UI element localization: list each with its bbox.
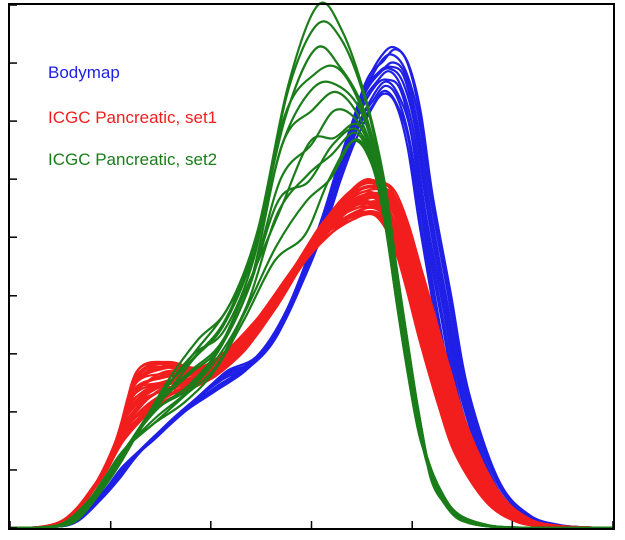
- bodymap-curve: [8, 80, 615, 530]
- axis-ticks: [9, 4, 614, 529]
- bodymap-curve: [8, 78, 615, 530]
- bodymap-curve: [8, 45, 615, 530]
- icgc-set2-curve: [8, 64, 615, 530]
- icgc-set2-curve: [8, 138, 615, 530]
- bodymap-curve: [8, 61, 615, 530]
- icgc-set2-curve: [8, 127, 615, 530]
- icgc-set2-curve: [8, 80, 615, 530]
- bodymap-curve: [8, 65, 615, 530]
- bodymap-curve: [8, 67, 615, 530]
- icgc-set2-curve: [8, 20, 615, 530]
- icgc-set1-curves: [8, 177, 615, 530]
- legend: Bodymap ICGC Pancreatic, set1 ICGC Pancr…: [48, 63, 217, 169]
- icgc-set2-curve: [8, 1, 615, 530]
- legend-entry-bodymap: Bodymap: [48, 63, 120, 82]
- legend-entry-icgc-set2: ICGC Pancreatic, set2: [48, 150, 217, 169]
- icgc-set2-curve: [8, 139, 615, 530]
- plot-frame: [8, 3, 615, 530]
- legend-entry-icgc-set1: ICGC Pancreatic, set1: [48, 108, 217, 127]
- icgc-set2-curve: [8, 122, 615, 530]
- icgc-set2-curves: [8, 1, 615, 530]
- icgc-set1-curve: [8, 179, 615, 530]
- icgc-set2-curve: [8, 131, 615, 530]
